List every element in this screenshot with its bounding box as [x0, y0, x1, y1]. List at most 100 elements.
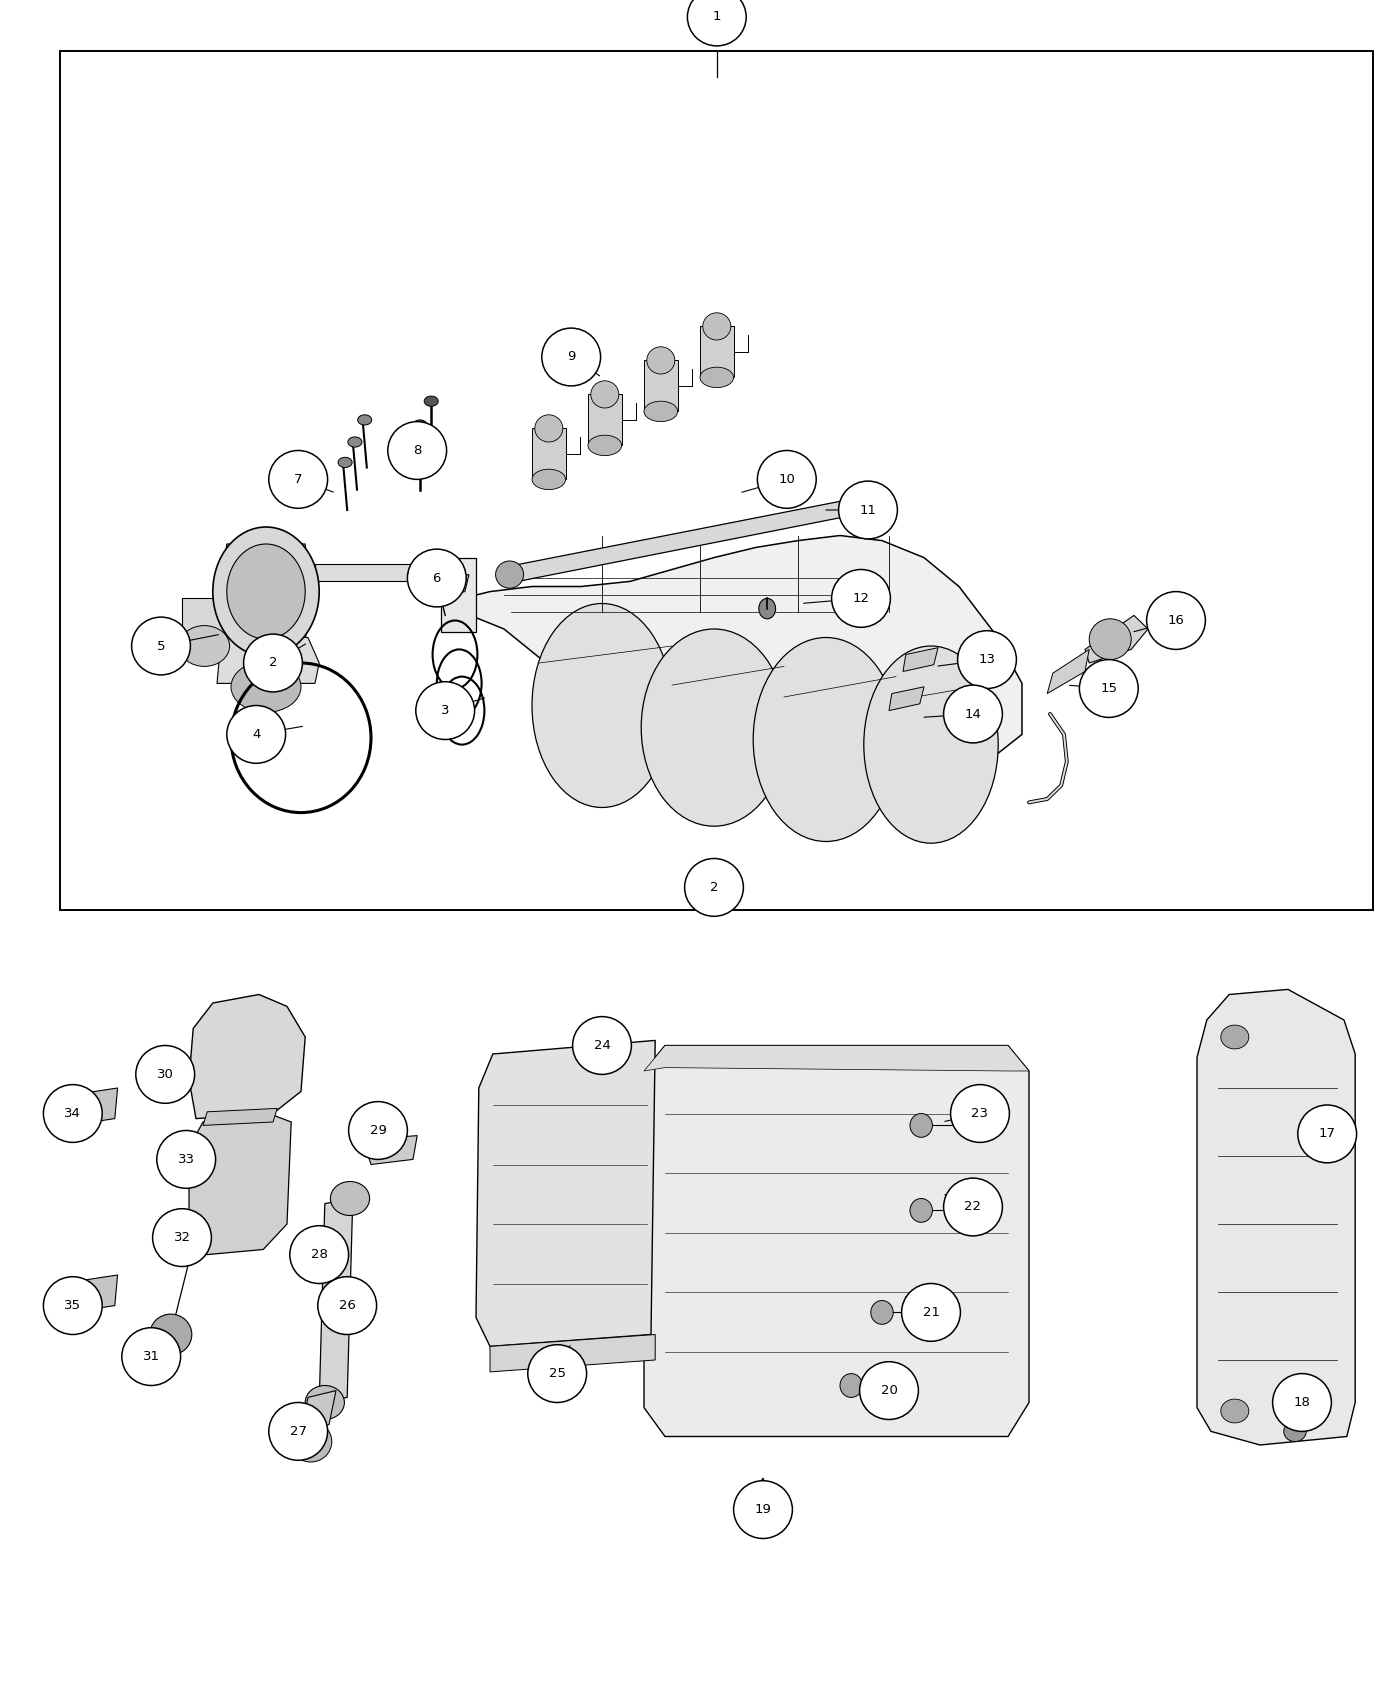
Ellipse shape	[1305, 1380, 1327, 1401]
Text: 32: 32	[174, 1231, 190, 1244]
Polygon shape	[1197, 989, 1355, 1445]
Text: 1: 1	[713, 10, 721, 24]
Polygon shape	[315, 564, 445, 581]
Text: 9: 9	[567, 350, 575, 364]
Ellipse shape	[388, 422, 447, 479]
Bar	[60, 51, 1373, 910]
Ellipse shape	[416, 682, 475, 740]
Ellipse shape	[591, 381, 619, 408]
Text: 11: 11	[860, 503, 876, 517]
Ellipse shape	[910, 1198, 932, 1222]
Text: 31: 31	[143, 1350, 160, 1363]
Ellipse shape	[641, 629, 787, 826]
Text: 18: 18	[1294, 1396, 1310, 1409]
Text: 12: 12	[853, 592, 869, 605]
Ellipse shape	[532, 469, 566, 490]
Ellipse shape	[734, 1481, 792, 1538]
Ellipse shape	[759, 598, 776, 619]
Text: 4: 4	[252, 728, 260, 741]
Ellipse shape	[1291, 1401, 1313, 1421]
Polygon shape	[301, 1391, 336, 1431]
Polygon shape	[189, 994, 305, 1119]
Ellipse shape	[358, 415, 372, 425]
Text: 2: 2	[269, 656, 277, 670]
Ellipse shape	[413, 420, 427, 430]
Text: 19: 19	[755, 1503, 771, 1516]
Ellipse shape	[958, 631, 1016, 689]
Ellipse shape	[753, 638, 899, 842]
Ellipse shape	[330, 1182, 370, 1216]
Ellipse shape	[860, 1362, 918, 1420]
Text: 20: 20	[881, 1384, 897, 1397]
Ellipse shape	[1284, 1421, 1306, 1442]
Text: 27: 27	[290, 1425, 307, 1438]
Polygon shape	[182, 598, 227, 646]
Ellipse shape	[1273, 1374, 1331, 1431]
Ellipse shape	[349, 1102, 407, 1159]
Ellipse shape	[944, 1178, 1002, 1236]
Ellipse shape	[858, 490, 886, 517]
Ellipse shape	[1221, 1399, 1249, 1423]
Ellipse shape	[179, 626, 230, 666]
Ellipse shape	[150, 1314, 192, 1355]
Text: 16: 16	[1168, 614, 1184, 627]
Ellipse shape	[305, 1386, 344, 1420]
Text: 2: 2	[710, 881, 718, 894]
Polygon shape	[700, 326, 734, 377]
Ellipse shape	[700, 367, 734, 388]
Polygon shape	[368, 1136, 417, 1165]
Ellipse shape	[840, 1374, 862, 1397]
Text: 7: 7	[294, 473, 302, 486]
Ellipse shape	[318, 1277, 377, 1334]
Text: 23: 23	[972, 1107, 988, 1120]
Text: 34: 34	[64, 1107, 81, 1120]
Ellipse shape	[951, 1085, 1009, 1142]
Polygon shape	[889, 687, 924, 711]
Ellipse shape	[528, 1345, 587, 1402]
Ellipse shape	[902, 1284, 960, 1341]
Ellipse shape	[832, 570, 890, 627]
Text: 15: 15	[1100, 682, 1117, 695]
Text: 29: 29	[370, 1124, 386, 1137]
Ellipse shape	[746, 1488, 771, 1511]
Ellipse shape	[573, 1017, 631, 1074]
Text: 24: 24	[594, 1039, 610, 1052]
Ellipse shape	[231, 661, 301, 712]
Text: 30: 30	[157, 1068, 174, 1081]
Ellipse shape	[227, 544, 305, 639]
Ellipse shape	[227, 706, 286, 763]
Polygon shape	[189, 1114, 291, 1255]
Polygon shape	[445, 536, 1022, 785]
Ellipse shape	[213, 527, 319, 656]
Polygon shape	[490, 1334, 655, 1372]
Polygon shape	[1085, 615, 1148, 663]
Ellipse shape	[685, 858, 743, 916]
Polygon shape	[588, 394, 622, 445]
Polygon shape	[441, 558, 476, 632]
Ellipse shape	[122, 1328, 181, 1386]
Polygon shape	[532, 428, 566, 479]
Ellipse shape	[290, 1421, 332, 1462]
Ellipse shape	[347, 437, 361, 447]
Text: 3: 3	[441, 704, 449, 717]
Polygon shape	[476, 1040, 655, 1346]
Ellipse shape	[157, 1130, 216, 1188]
Polygon shape	[221, 544, 311, 638]
Ellipse shape	[269, 450, 328, 508]
Ellipse shape	[153, 1209, 211, 1266]
Text: 22: 22	[965, 1200, 981, 1214]
Ellipse shape	[588, 435, 622, 456]
Text: 25: 25	[549, 1367, 566, 1380]
Polygon shape	[217, 638, 319, 683]
Ellipse shape	[864, 646, 998, 843]
Text: 6: 6	[433, 571, 441, 585]
Text: 21: 21	[923, 1306, 939, 1319]
Ellipse shape	[532, 604, 672, 808]
Text: 35: 35	[64, 1299, 81, 1312]
Text: 33: 33	[178, 1153, 195, 1166]
Polygon shape	[203, 1108, 277, 1125]
Ellipse shape	[496, 561, 524, 588]
Polygon shape	[70, 1275, 118, 1312]
Ellipse shape	[269, 1402, 328, 1460]
Polygon shape	[644, 1046, 1029, 1436]
